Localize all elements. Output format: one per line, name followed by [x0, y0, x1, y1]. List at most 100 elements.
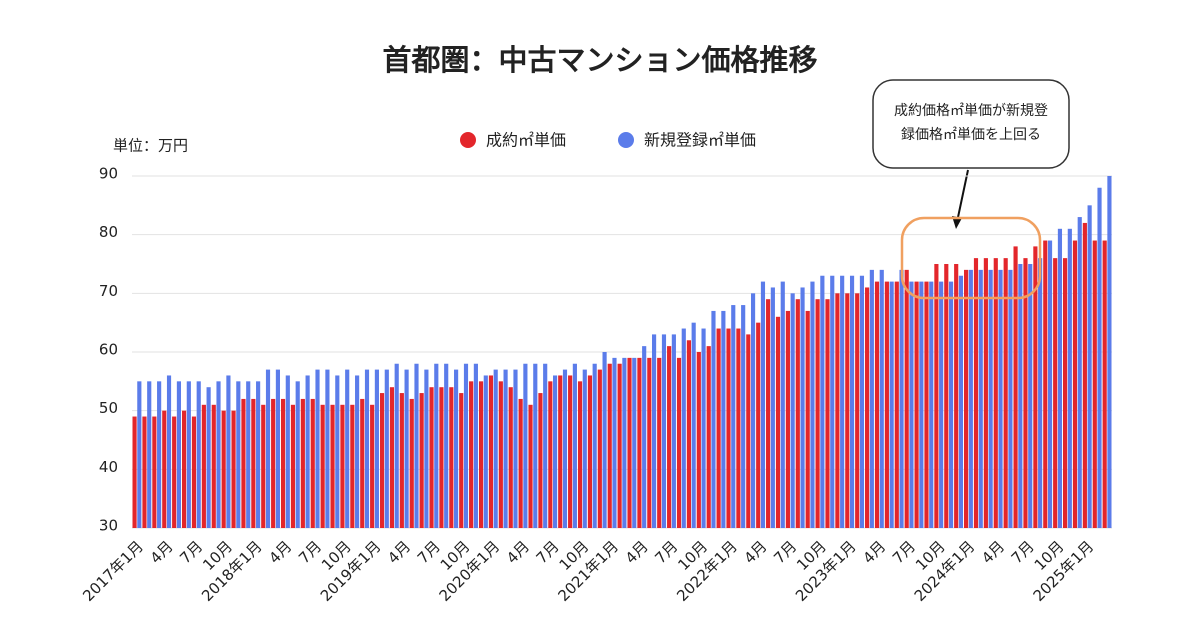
- bar: [944, 264, 949, 528]
- bar: [558, 375, 563, 528]
- x-tick-label: 4月: [859, 537, 889, 567]
- bar: [152, 416, 157, 528]
- bar: [612, 357, 617, 528]
- bar: [295, 381, 300, 528]
- bar: [449, 387, 454, 528]
- bar: [256, 381, 261, 528]
- bar: [1082, 222, 1087, 528]
- bar: [181, 410, 187, 528]
- bar: [439, 387, 444, 528]
- bar: [1097, 187, 1102, 528]
- bar: [805, 310, 810, 528]
- bar: [1053, 258, 1058, 528]
- bar: [602, 352, 607, 528]
- bar: [142, 416, 147, 528]
- bar: [869, 269, 874, 528]
- bar: [577, 381, 583, 528]
- bar: [191, 416, 197, 528]
- bar: [840, 275, 845, 528]
- bar: [775, 316, 781, 528]
- bar: [637, 357, 642, 528]
- chart-title: 首都圏：中古マンション価格推移: [382, 43, 817, 77]
- bar: [691, 322, 696, 528]
- bar: [968, 269, 973, 528]
- bar: [350, 404, 355, 528]
- bar: [1092, 240, 1097, 529]
- bar: [310, 398, 315, 528]
- bar: [894, 281, 899, 528]
- bar: [845, 293, 850, 528]
- bar: [211, 404, 216, 528]
- bar: [360, 398, 365, 528]
- bar: [874, 281, 880, 528]
- bar: [137, 381, 142, 528]
- bar: [835, 293, 840, 528]
- bar: [1077, 217, 1082, 529]
- bar: [389, 387, 395, 528]
- bar: [1043, 240, 1048, 529]
- bar: [562, 369, 568, 528]
- bar: [701, 328, 706, 528]
- bar: [280, 398, 286, 528]
- bar: [172, 416, 177, 528]
- bar: [1107, 176, 1112, 528]
- bar: [983, 258, 988, 528]
- bar: [810, 281, 815, 528]
- bar: [414, 363, 419, 528]
- bar: [731, 305, 736, 528]
- bar: [513, 369, 518, 528]
- bar: [231, 410, 236, 528]
- bar: [607, 363, 612, 528]
- bar: [964, 269, 969, 528]
- bar: [671, 334, 676, 528]
- annotation-text: 成約価格㎡単価が新規登: [894, 103, 1048, 119]
- bar: [409, 398, 414, 528]
- bar: [1087, 205, 1092, 529]
- bar: [879, 269, 884, 528]
- bar: [261, 404, 266, 528]
- x-tick-label: 4月: [503, 537, 533, 567]
- bar: [523, 363, 528, 528]
- bar: [800, 287, 805, 528]
- bar: [939, 281, 944, 528]
- bar: [473, 363, 478, 528]
- bar: [374, 369, 379, 528]
- bar: [265, 369, 271, 528]
- bar: [993, 258, 998, 528]
- bar: [157, 381, 162, 528]
- bar: [1047, 240, 1053, 529]
- bar: [325, 369, 330, 528]
- bar: [820, 275, 825, 528]
- bar: [528, 404, 533, 528]
- bar: [1028, 264, 1033, 528]
- bar: [954, 264, 959, 528]
- bar: [196, 381, 201, 528]
- bar: [503, 369, 508, 528]
- bar: [958, 275, 964, 528]
- bar: [241, 398, 246, 528]
- bar: [973, 258, 979, 528]
- bar: [948, 281, 954, 528]
- bar: [726, 328, 731, 528]
- bar: [1062, 258, 1068, 528]
- bar: [300, 398, 305, 528]
- bar: [498, 381, 503, 528]
- y-tick-label: 80: [99, 223, 118, 241]
- bar: [785, 310, 790, 528]
- bar: [186, 381, 191, 528]
- bar: [305, 375, 310, 528]
- bar: [681, 328, 686, 528]
- bar: [335, 375, 340, 528]
- bar: [404, 369, 409, 528]
- bar: [914, 281, 919, 528]
- x-tick-label: 4月: [978, 537, 1008, 567]
- bar: [478, 381, 484, 528]
- legend-swatch: [460, 132, 476, 148]
- bar: [859, 275, 865, 528]
- bar: [741, 305, 746, 528]
- bar: [533, 363, 538, 528]
- bar: [929, 281, 934, 528]
- x-tick-label: 2017年1月: [79, 537, 147, 605]
- bar: [568, 375, 573, 528]
